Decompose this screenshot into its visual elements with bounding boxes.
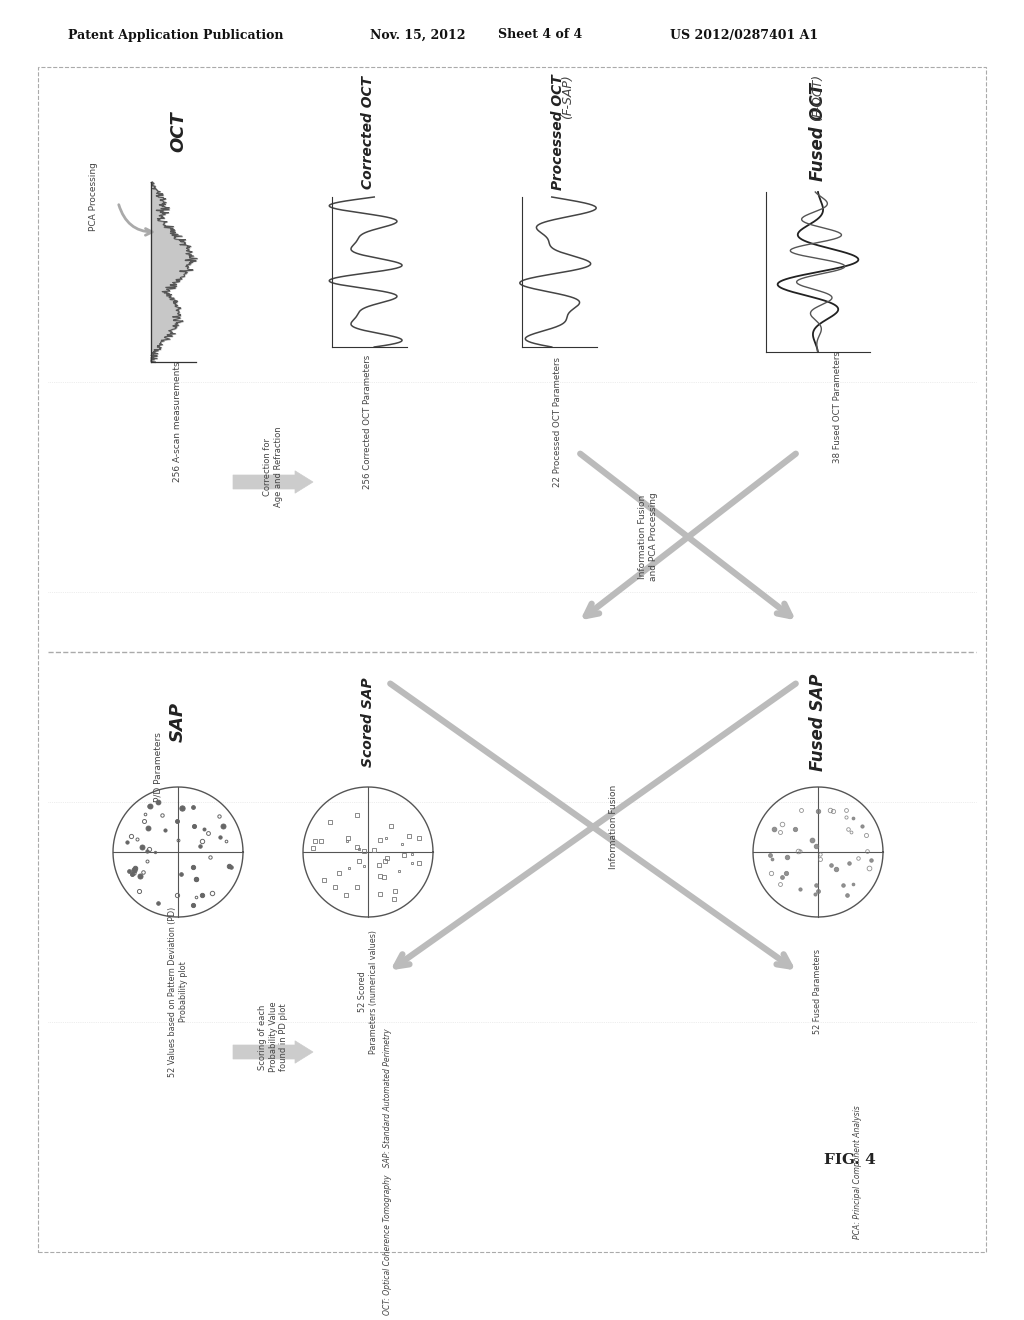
FancyArrow shape [233, 471, 313, 494]
Text: 52 Scored
Parameters (numerical values): 52 Scored Parameters (numerical values) [358, 931, 378, 1053]
Text: 256 A-scan measurements: 256 A-scan measurements [173, 362, 182, 482]
Text: Processed OCT: Processed OCT [551, 74, 565, 190]
Text: US 2012/0287401 A1: US 2012/0287401 A1 [670, 29, 818, 41]
Text: PCA: Principal Component Analysis: PCA: Principal Component Analysis [853, 1105, 862, 1239]
Text: Scored SAP: Scored SAP [361, 677, 375, 767]
Text: 38 Fused OCT Parameters: 38 Fused OCT Parameters [834, 351, 843, 463]
Text: Patent Application Publication: Patent Application Publication [68, 29, 284, 41]
Text: (F-SAP): (F-SAP) [561, 75, 574, 119]
Text: Corrected OCT: Corrected OCT [361, 75, 375, 189]
Text: OCT: OCT [169, 112, 187, 152]
FancyArrow shape [233, 1040, 313, 1063]
Text: 22 Processed OCT Parameters: 22 Processed OCT Parameters [554, 356, 562, 487]
Text: OCT: Optical Coherence Tomography   SAP: Standard Automated Perimetry: OCT: Optical Coherence Tomography SAP: S… [384, 1028, 392, 1315]
Text: Fused SAP: Fused SAP [809, 673, 827, 771]
Text: P/D Parameters: P/D Parameters [154, 733, 163, 803]
Text: PCA Processing: PCA Processing [88, 162, 97, 231]
Bar [38, 67, 986, 1251]
Text: Information Fusion
and PCA Processing: Information Fusion and PCA Processing [638, 492, 657, 581]
Text: Sheet 4 of 4: Sheet 4 of 4 [498, 29, 583, 41]
Text: Correction for
Age and Refraction: Correction for Age and Refraction [263, 426, 283, 507]
Text: 256 Corrected OCT Parameters: 256 Corrected OCT Parameters [364, 355, 373, 490]
Text: (F-OCT): (F-OCT) [811, 74, 824, 120]
Text: 52 Values based on Pattern Deviation (PD)
Probability plot: 52 Values based on Pattern Deviation (PD… [168, 907, 187, 1077]
Text: SAP: SAP [169, 702, 187, 742]
Text: FIG. 4: FIG. 4 [824, 1152, 876, 1167]
Text: Fused OCT: Fused OCT [809, 83, 827, 181]
Text: Scoring of each
Probability Value
found in PD plot: Scoring of each Probability Value found … [258, 1002, 288, 1072]
Text: 52 Fused Parameters: 52 Fused Parameters [813, 949, 822, 1035]
Text: Nov. 15, 2012: Nov. 15, 2012 [370, 29, 466, 41]
Text: Information Fusion: Information Fusion [608, 785, 617, 869]
